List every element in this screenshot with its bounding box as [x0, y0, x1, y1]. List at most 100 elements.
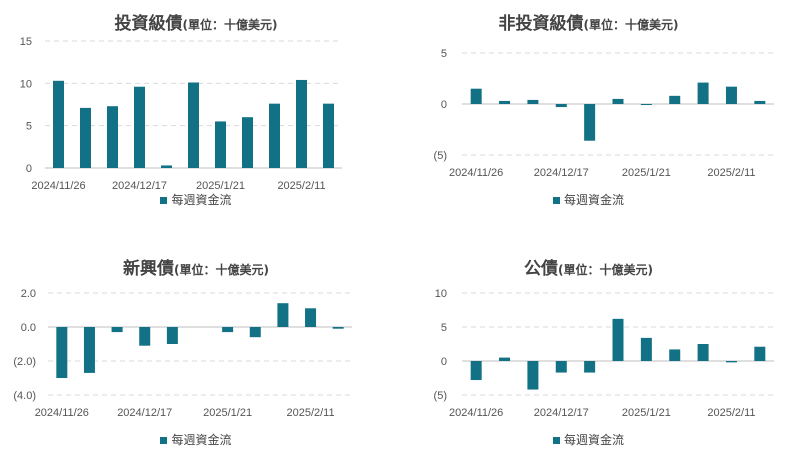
y-tick-label: (4.0): [13, 390, 36, 402]
bar: [134, 86, 145, 168]
chart-title: 公債(單位：十億美元): [392, 254, 785, 279]
bar: [249, 327, 261, 338]
bar: [470, 361, 482, 381]
chart-legend: 每週資金流: [0, 431, 392, 448]
bar: [222, 327, 234, 333]
x-tick-label: 2025/1/21: [203, 407, 252, 419]
bar: [555, 104, 567, 108]
legend-label: 每週資金流: [171, 193, 232, 207]
bar: [332, 327, 344, 329]
bar: [111, 327, 123, 333]
bar: [269, 103, 280, 168]
bar: [527, 99, 539, 104]
chart-title: 非投資級債(單位：十億美元): [392, 9, 785, 34]
chart-title-unit: (單位：十億美元): [583, 18, 679, 32]
y-tick-label: (2.0): [13, 356, 36, 368]
y-tick-label: 2.0: [21, 288, 36, 300]
bar: [725, 361, 737, 363]
bar-chart-plot: (4.0) (2.0) 0.0 2.0 2024/11/26 2024/12/17 2025…: [13, 288, 352, 419]
bar: [139, 327, 151, 346]
bar: [725, 86, 737, 104]
x-tick-label: 2024/11/26: [449, 407, 503, 419]
x-tick-label: 2025/1/21: [196, 180, 245, 192]
bar: [277, 303, 289, 327]
bar: [215, 121, 226, 168]
x-tick-label: 2025/1/21: [622, 167, 671, 179]
x-tick-label: 2024/12/17: [534, 167, 589, 179]
chart-panel-government-bonds: 公債(單位：十億美元) (5) 0 5 10 2024/11/26 2024/12/17 2…: [392, 226, 785, 453]
chart-title: 新興債(單位：十億美元): [0, 254, 392, 279]
y-tick-label: 10: [20, 78, 32, 90]
bar: [188, 82, 199, 168]
bar: [242, 117, 253, 168]
chart-legend: 每週資金流: [392, 431, 785, 448]
bar: [584, 361, 596, 373]
chart-title-unit: (單位：十億美元): [174, 263, 269, 277]
bar: [612, 98, 624, 104]
x-tick-label: 2025/2/11: [286, 407, 334, 419]
legend-label: 每週資金流: [563, 193, 624, 207]
bar: [612, 318, 624, 361]
bar: [640, 104, 652, 106]
y-tick-label: 0.0: [21, 322, 36, 334]
legend-label: 每週資金流: [171, 433, 232, 447]
bar: [305, 308, 317, 327]
legend-swatch: [160, 437, 168, 444]
x-tick-label: 2024/11/26: [35, 407, 89, 419]
y-tick-label: 0: [441, 356, 447, 368]
y-tick-label: 5: [441, 322, 447, 334]
bar: [161, 165, 172, 168]
chart-panel-emerging-markets: 新興債(單位：十億美元) (4.0) (2.0) 0.0 2.0 2024/11/26 2…: [0, 226, 392, 453]
bar: [669, 95, 681, 104]
y-tick-label: 5: [441, 48, 447, 60]
bar: [166, 327, 178, 344]
bar: [499, 357, 511, 361]
chart-title-main: 非投資級債: [498, 14, 584, 34]
y-tick-label: 5: [26, 121, 32, 133]
chart-title: 投資級債(單位：十億美元): [0, 9, 392, 34]
bar: [323, 103, 334, 168]
bar: [640, 337, 652, 361]
x-tick-label: 2025/2/11: [707, 167, 755, 179]
bar: [527, 361, 539, 390]
chart-title-main: 公債: [524, 259, 558, 279]
bar: [697, 344, 709, 361]
bar: [669, 349, 681, 361]
bar-chart-plot: (5) 0 5 2024/11/26 2024/12/17 2025/1/21 2025/2…: [434, 48, 774, 179]
bar-chart-plot: (5) 0 5 10 2024/11/26 2024/12/17 2025/1/21 2025…: [434, 288, 774, 419]
bar: [107, 106, 118, 168]
bar: [470, 88, 482, 104]
x-tick-label: 2025/1/21: [622, 407, 671, 419]
chart-panel-high-yield: 非投資級債(單位：十億美元) (5) 0 5 2024/11/26 2024/12/17…: [392, 0, 785, 226]
y-tick-label: 10: [435, 288, 447, 300]
x-tick-label: 2024/12/17: [534, 407, 589, 419]
bar: [697, 82, 709, 104]
bar: [754, 346, 766, 361]
y-tick-label: 15: [20, 36, 32, 48]
x-tick-label: 2024/12/17: [112, 180, 167, 192]
bar: [80, 107, 91, 168]
bar-chart-plot: 0 5 10 15 2024/11/26 2024/12/17 2025/1/21 2025/…: [20, 36, 342, 192]
y-tick-label: 0: [26, 163, 32, 175]
bar: [83, 327, 95, 373]
y-tick-label: 0: [441, 99, 447, 111]
bar: [296, 79, 307, 168]
legend-swatch: [552, 197, 560, 204]
x-tick-label: 2024/11/26: [31, 180, 85, 192]
legend-label: 每週資金流: [563, 433, 624, 447]
bar: [499, 100, 511, 104]
y-tick-label: (5): [434, 390, 447, 402]
bar: [555, 361, 567, 373]
chart-legend: 每週資金流: [0, 191, 392, 208]
chart-legend: 每週資金流: [392, 191, 785, 208]
chart-title-main: 新興債: [123, 259, 174, 279]
chart-panel-investment-grade: 投資級債(單位：十億美元) 0 5 10 15 2024/11/26 2024/12/17…: [0, 0, 392, 226]
legend-swatch: [160, 197, 168, 204]
legend-swatch: [552, 437, 560, 444]
y-tick-label: (5): [434, 150, 447, 162]
chart-title-main: 投資級債: [114, 14, 183, 34]
bar: [754, 100, 766, 104]
x-tick-label: 2024/11/26: [449, 167, 503, 179]
x-tick-label: 2024/12/17: [117, 407, 172, 419]
x-tick-label: 2025/2/11: [707, 407, 755, 419]
